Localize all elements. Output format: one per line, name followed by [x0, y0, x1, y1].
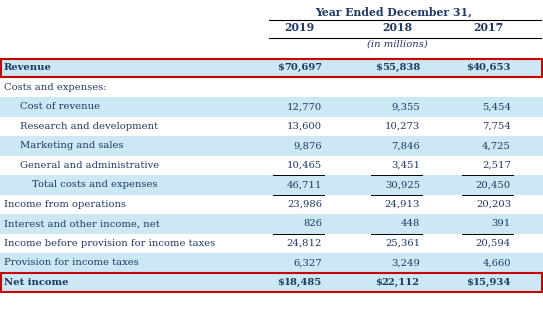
- Text: $: $: [466, 63, 473, 72]
- Text: 70,697: 70,697: [284, 63, 322, 72]
- Text: 22,112: 22,112: [382, 278, 420, 287]
- Text: 2018: 2018: [382, 22, 413, 33]
- Bar: [0, 117, 543, 136]
- Text: 5,454: 5,454: [482, 102, 511, 111]
- Bar: [0, 253, 543, 273]
- Text: 24,812: 24,812: [287, 239, 322, 248]
- Text: 23,986: 23,986: [287, 200, 322, 209]
- Text: Year Ended December 31,: Year Ended December 31,: [315, 6, 472, 17]
- Text: Costs and expenses:: Costs and expenses:: [4, 83, 106, 92]
- Bar: [0, 58, 543, 78]
- Text: Income before provision for income taxes: Income before provision for income taxes: [4, 239, 215, 248]
- Text: 10,273: 10,273: [385, 122, 420, 131]
- Text: 55,838: 55,838: [382, 63, 420, 72]
- Text: 15,934: 15,934: [472, 278, 511, 287]
- Text: Interest and other income, net: Interest and other income, net: [4, 219, 160, 228]
- Text: 20,203: 20,203: [476, 200, 511, 209]
- Text: 2017: 2017: [473, 22, 503, 33]
- Text: 13,600: 13,600: [287, 122, 322, 131]
- Text: 391: 391: [492, 219, 511, 228]
- Bar: [1, 58, 542, 77]
- Text: 20,594: 20,594: [476, 239, 511, 248]
- Bar: [0, 234, 543, 253]
- Text: 448: 448: [401, 219, 420, 228]
- Text: 25,361: 25,361: [385, 239, 420, 248]
- Text: 46,711: 46,711: [287, 180, 322, 189]
- Text: 12,770: 12,770: [287, 102, 322, 111]
- Text: 6,327: 6,327: [293, 258, 322, 267]
- Text: 40,653: 40,653: [472, 63, 511, 72]
- Bar: [0, 214, 543, 234]
- Text: 2019: 2019: [285, 22, 314, 33]
- Text: 18,485: 18,485: [284, 278, 322, 287]
- Text: Total costs and expenses: Total costs and expenses: [32, 180, 157, 189]
- Text: (in millions): (in millions): [367, 40, 428, 49]
- Text: Revenue: Revenue: [4, 63, 52, 72]
- Text: Provision for income taxes: Provision for income taxes: [4, 258, 139, 267]
- Text: 3,451: 3,451: [391, 161, 420, 170]
- Text: Research and development: Research and development: [20, 122, 158, 131]
- Text: 4,660: 4,660: [482, 258, 511, 267]
- Text: $: $: [277, 63, 284, 72]
- Text: 826: 826: [303, 219, 322, 228]
- Text: $: $: [375, 63, 382, 72]
- Text: 3,249: 3,249: [391, 258, 420, 267]
- Text: $: $: [375, 278, 382, 287]
- Text: 2,517: 2,517: [482, 161, 511, 170]
- Bar: [1, 273, 542, 291]
- Bar: [0, 175, 543, 194]
- Bar: [0, 97, 543, 117]
- Text: General and administrative: General and administrative: [20, 161, 159, 170]
- Text: 9,355: 9,355: [392, 102, 420, 111]
- Bar: [0, 155, 543, 175]
- Bar: [0, 78, 543, 97]
- Text: Marketing and sales: Marketing and sales: [20, 141, 123, 150]
- Text: 9,876: 9,876: [293, 141, 322, 150]
- Text: 24,913: 24,913: [384, 200, 420, 209]
- Text: $: $: [277, 278, 284, 287]
- Text: Cost of revenue: Cost of revenue: [20, 102, 100, 111]
- Text: $: $: [466, 278, 473, 287]
- Text: 30,925: 30,925: [385, 180, 420, 189]
- Text: Net income: Net income: [4, 278, 68, 287]
- Bar: [0, 194, 543, 214]
- Text: 10,465: 10,465: [287, 161, 322, 170]
- Bar: [0, 273, 543, 292]
- Text: 7,754: 7,754: [482, 122, 511, 131]
- Text: 7,846: 7,846: [392, 141, 420, 150]
- Text: Income from operations: Income from operations: [4, 200, 126, 209]
- Text: 4,725: 4,725: [482, 141, 511, 150]
- Text: 20,450: 20,450: [476, 180, 511, 189]
- Bar: [0, 136, 543, 155]
